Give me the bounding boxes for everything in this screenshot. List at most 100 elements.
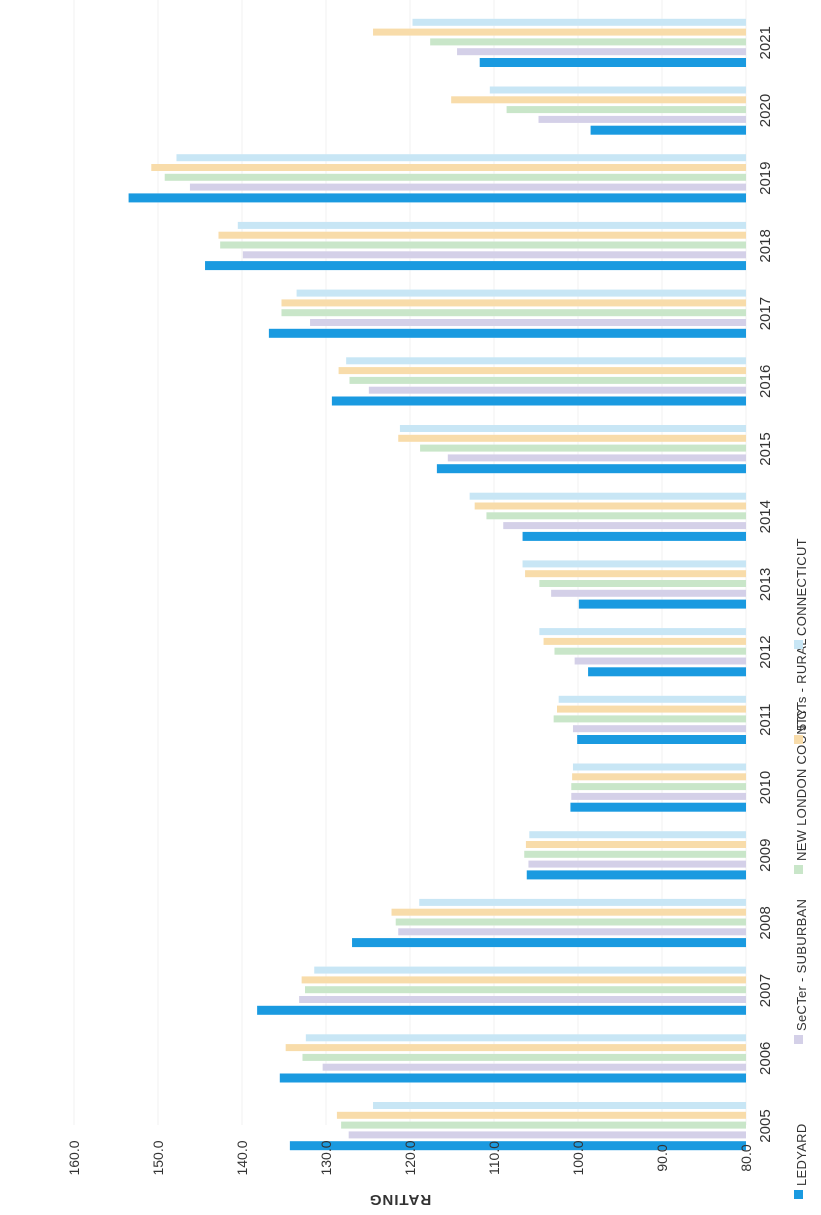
bar-new-london-county-2011 [553,715,746,723]
bar-secter-suburban-2017 [310,319,746,326]
bar-5-cts-rural-2021 [373,28,746,36]
bar-new-london-county-2015 [420,444,746,452]
year-label-2008: 2008 [757,906,774,939]
bar-ledyard-2015 [436,464,746,474]
value-tick-label: 140.0 [234,1140,250,1175]
bar-5-cts-rural-2018 [218,231,747,239]
axis-title: RATING [369,1191,431,1208]
bar-secter-suburban-2011 [572,725,746,733]
bar-new-london-county-2021 [430,38,746,46]
bar-new-london-county-2019 [164,173,747,181]
bar-connecticut-2009 [529,831,746,839]
bar-secter-suburban-2021 [457,48,746,56]
bar-ledyard-2012 [588,667,746,677]
year-label-2009: 2009 [757,839,774,872]
bar-5-cts-rural-2013 [525,570,746,578]
bar-new-london-county-2006 [302,1053,746,1061]
legend-swatch-5-cts-rural [794,735,803,744]
bar-ledyard-2016 [331,396,746,406]
bar-connecticut-2016 [346,357,746,365]
legend-swatch-ledyard [794,1190,803,1199]
legend-swatch-connecticut [794,640,803,649]
bar-ledyard-2006 [279,1073,746,1083]
bar-secter-suburban-2006 [322,1063,746,1071]
bar-new-london-county-2013 [539,580,746,587]
bar-connecticut-2007 [314,966,746,974]
year-label-2021: 2021 [757,26,774,59]
bar-5-cts-rural-2009 [525,841,746,848]
bar-connecticut-2010 [572,763,746,771]
bar-secter-suburban-2020 [538,115,746,123]
year-label-2013: 2013 [757,568,774,601]
bar-5-cts-rural-2006 [285,1044,746,1052]
value-tick-label: 100.0 [570,1140,586,1175]
year-label-2012: 2012 [757,635,774,668]
bar-ledyard-2013 [578,599,746,609]
legend: LEDYARD SeCTer - SUBURBAN NEW LONDON COUNT… [794,538,809,1199]
bar-connecticut-2006 [305,1034,746,1042]
bar-connecticut-2011 [558,695,746,703]
bar-new-london-county-2014 [486,512,746,520]
bar-secter-suburban-2013 [551,589,746,597]
bar-ledyard-2011 [577,735,746,744]
bar-secter-suburban-2005 [348,1131,746,1139]
bar-ledyard-2008 [352,938,746,948]
bar-connecticut-2015 [399,425,746,432]
value-tick-label: 80.0 [738,1144,754,1171]
year-label-2010: 2010 [757,771,774,804]
bar-connecticut-2008 [419,898,746,906]
bar-new-london-county-2012 [554,647,746,655]
bar-5-cts-rural-2016 [338,367,746,375]
year-label-2019: 2019 [757,162,774,195]
value-tick-label: 90.0 [654,1144,670,1171]
bar-connecticut-2014 [469,492,746,500]
bar-secter-suburban-2016 [368,386,746,394]
bar-new-london-county-2007 [305,986,746,994]
bar-new-london-county-2005 [341,1121,746,1129]
bar-ledyard-2018 [205,261,747,271]
legend-label-5-cts-rural: 5 CTs - RURAL [794,638,809,731]
bar-5-cts-rural-2010 [572,773,746,781]
bar-connecticut-2019 [176,154,747,162]
bar-secter-suburban-2019 [189,183,747,191]
year-label-2005: 2005 [757,1109,774,1142]
bar-connecticut-2017 [296,289,746,297]
bar-secter-suburban-2012 [574,657,746,665]
legend-label-new-london-county: NEW LONDON COUNTY [794,708,809,861]
bar-connecticut-2020 [489,86,746,94]
bar-secter-suburban-2010 [571,792,746,800]
bar-connecticut-2021 [412,18,746,26]
bar-secter-suburban-2014 [503,522,746,530]
value-tick-label: 160.0 [66,1140,82,1175]
bar-secter-suburban-2018 [242,251,746,259]
bar-secter-suburban-2008 [398,928,746,936]
bar-secter-suburban-2009 [528,860,746,868]
bar-connecticut-2018 [237,221,747,229]
bar-5-cts-rural-2020 [451,96,746,104]
bar-5-cts-rural-2015 [398,434,746,442]
bar-5-cts-rural-2017 [281,299,746,307]
bar-5-cts-rural-2008 [391,908,746,916]
bar-ledyard-2017 [268,328,746,338]
bar-ledyard-2020 [590,125,746,135]
bar-new-london-county-2008 [395,918,746,926]
bar-new-london-county-2010 [571,783,746,791]
year-label-2020: 2020 [757,94,774,127]
bar-ledyard-2007 [257,1005,746,1015]
legend-label-secter-suburban: SeCTer - SUBURBAN [794,899,809,1031]
bar-5-cts-rural-2019 [151,164,746,171]
bar-new-london-county-2020 [506,106,746,114]
bar-ledyard-2019 [128,193,747,203]
year-label-2017: 2017 [757,297,774,330]
bar-5-cts-rural-2007 [301,976,746,984]
bar-new-london-county-2016 [349,376,746,384]
bar-connecticut-2012 [539,628,746,636]
bar-5-cts-rural-2005 [336,1111,746,1119]
legend-label-connecticut: CONNECTICUT [794,538,809,636]
bar-new-london-county-2018 [220,241,746,249]
bar-ledyard-2010 [570,802,746,812]
bar-ledyard-2014 [522,531,746,541]
year-label-2007: 2007 [757,974,774,1007]
year-label-2015: 2015 [757,432,774,465]
year-label-2016: 2016 [757,365,774,398]
